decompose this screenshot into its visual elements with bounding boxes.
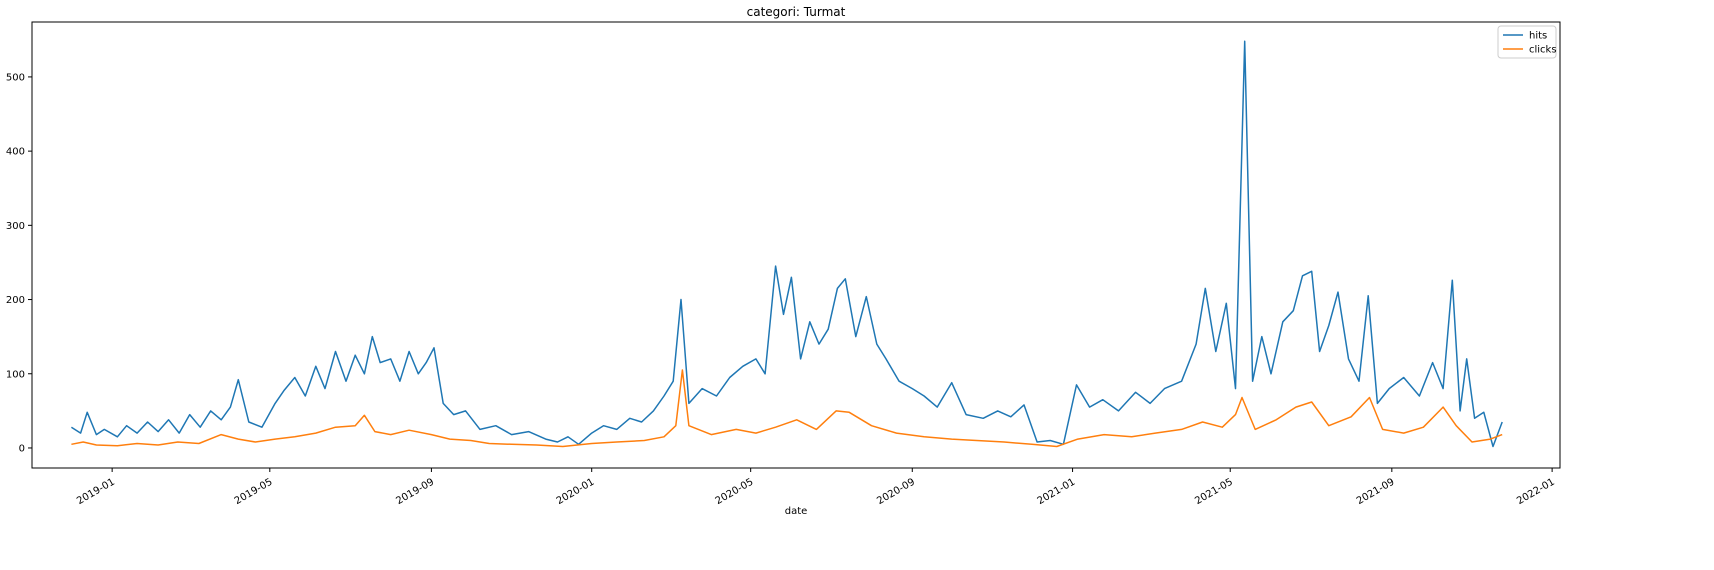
x-tick-label: 2019-01 (75, 477, 117, 507)
x-tick-label: 2019-09 (394, 477, 436, 507)
legend-label-clicks: clicks (1529, 45, 1557, 56)
x-tick-label: 2020-05 (714, 477, 756, 507)
y-axis-ticks: 0 100 200 300 400 500 (6, 72, 32, 454)
chart-title: categori: Turmat (747, 5, 846, 19)
plot-lines (70, 40, 1503, 448)
series-line-hits (70, 40, 1503, 448)
x-axis-title: date (785, 506, 808, 517)
x-tick-label: 2020-01 (555, 477, 597, 507)
y-tick-label: 200 (6, 295, 25, 306)
x-tick-label: 2021-01 (1036, 477, 1078, 507)
x-axis-ticks: 2019-01 2019-05 2019-09 2020-01 2020-05 2020-… (75, 468, 1557, 507)
y-tick-label: 300 (6, 221, 25, 232)
y-tick-label: 400 (6, 147, 25, 158)
x-tick-label: 2020-09 (875, 477, 917, 507)
x-tick-label: 2021-09 (1355, 477, 1397, 507)
y-tick-label: 0 (19, 443, 25, 454)
axes-frame (31, 21, 1561, 469)
y-tick-label: 500 (6, 72, 25, 83)
legend-label-hits: hits (1529, 31, 1547, 42)
x-tick-label: 2021-05 (1193, 477, 1235, 507)
legend-box (1497, 25, 1557, 59)
legend: hits clicks (1497, 25, 1557, 59)
y-tick-label: 100 (6, 369, 25, 380)
x-tick-label: 2019-05 (233, 477, 275, 507)
series-line-clicks (71, 369, 1503, 448)
x-tick-label: 2022-01 (1515, 477, 1557, 507)
